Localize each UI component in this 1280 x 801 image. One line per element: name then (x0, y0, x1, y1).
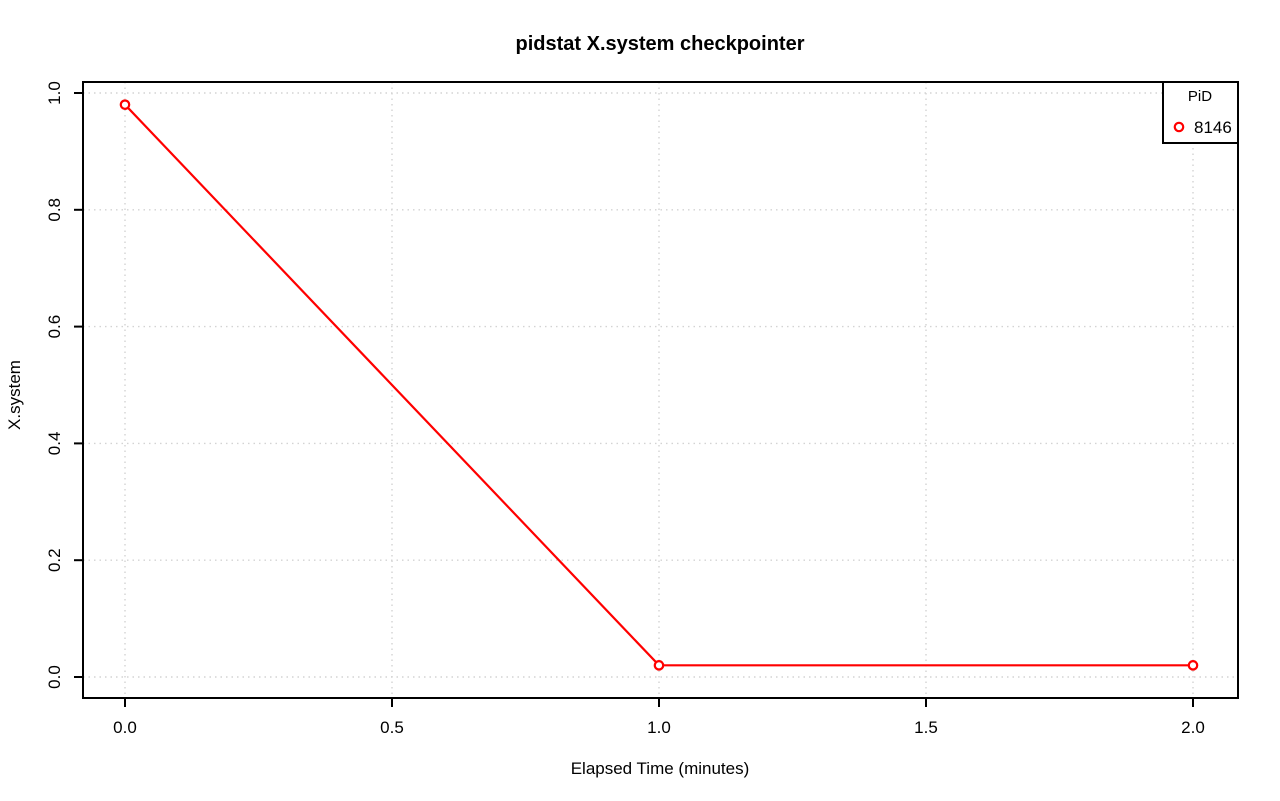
legend: PiD 8146 (1162, 81, 1239, 144)
data-point (1187, 660, 1199, 671)
y-tick-label: 0.2 (45, 548, 64, 572)
x-tick-label: 2.0 (1181, 718, 1205, 737)
y-tick-label: 0.8 (45, 198, 64, 222)
data-point (653, 660, 665, 671)
legend-box (1162, 81, 1239, 144)
axes: 0.0 0.5 1.0 1.5 2.0 0.0 0.2 0.4 0.6 0.8 1.0 (45, 81, 1205, 737)
x-axis-label: Elapsed Time (minutes) (571, 759, 750, 778)
gridlines (83, 82, 1238, 698)
y-tick-label: 1.0 (45, 81, 64, 105)
x-tick-label: 1.0 (647, 718, 671, 737)
y-axis-label: X.system (5, 360, 24, 430)
data-series (119, 99, 1199, 671)
x-tick-label: 1.5 (914, 718, 938, 737)
legend-marker-icon (1173, 121, 1185, 133)
y-tick-label: 0.6 (45, 315, 64, 339)
plot-border (82, 81, 1239, 699)
x-tick-label: 0.0 (113, 718, 137, 737)
x-tick-label: 0.5 (380, 718, 404, 737)
y-tick-label: 0.0 (45, 665, 64, 689)
chart-title: pidstat X.system checkpointer (516, 33, 805, 55)
data-point (119, 99, 131, 110)
legend-title: PiD (1188, 88, 1212, 105)
y-tick-label: 0.4 (45, 432, 64, 456)
legend-entry-label: 8146 (1194, 118, 1232, 137)
